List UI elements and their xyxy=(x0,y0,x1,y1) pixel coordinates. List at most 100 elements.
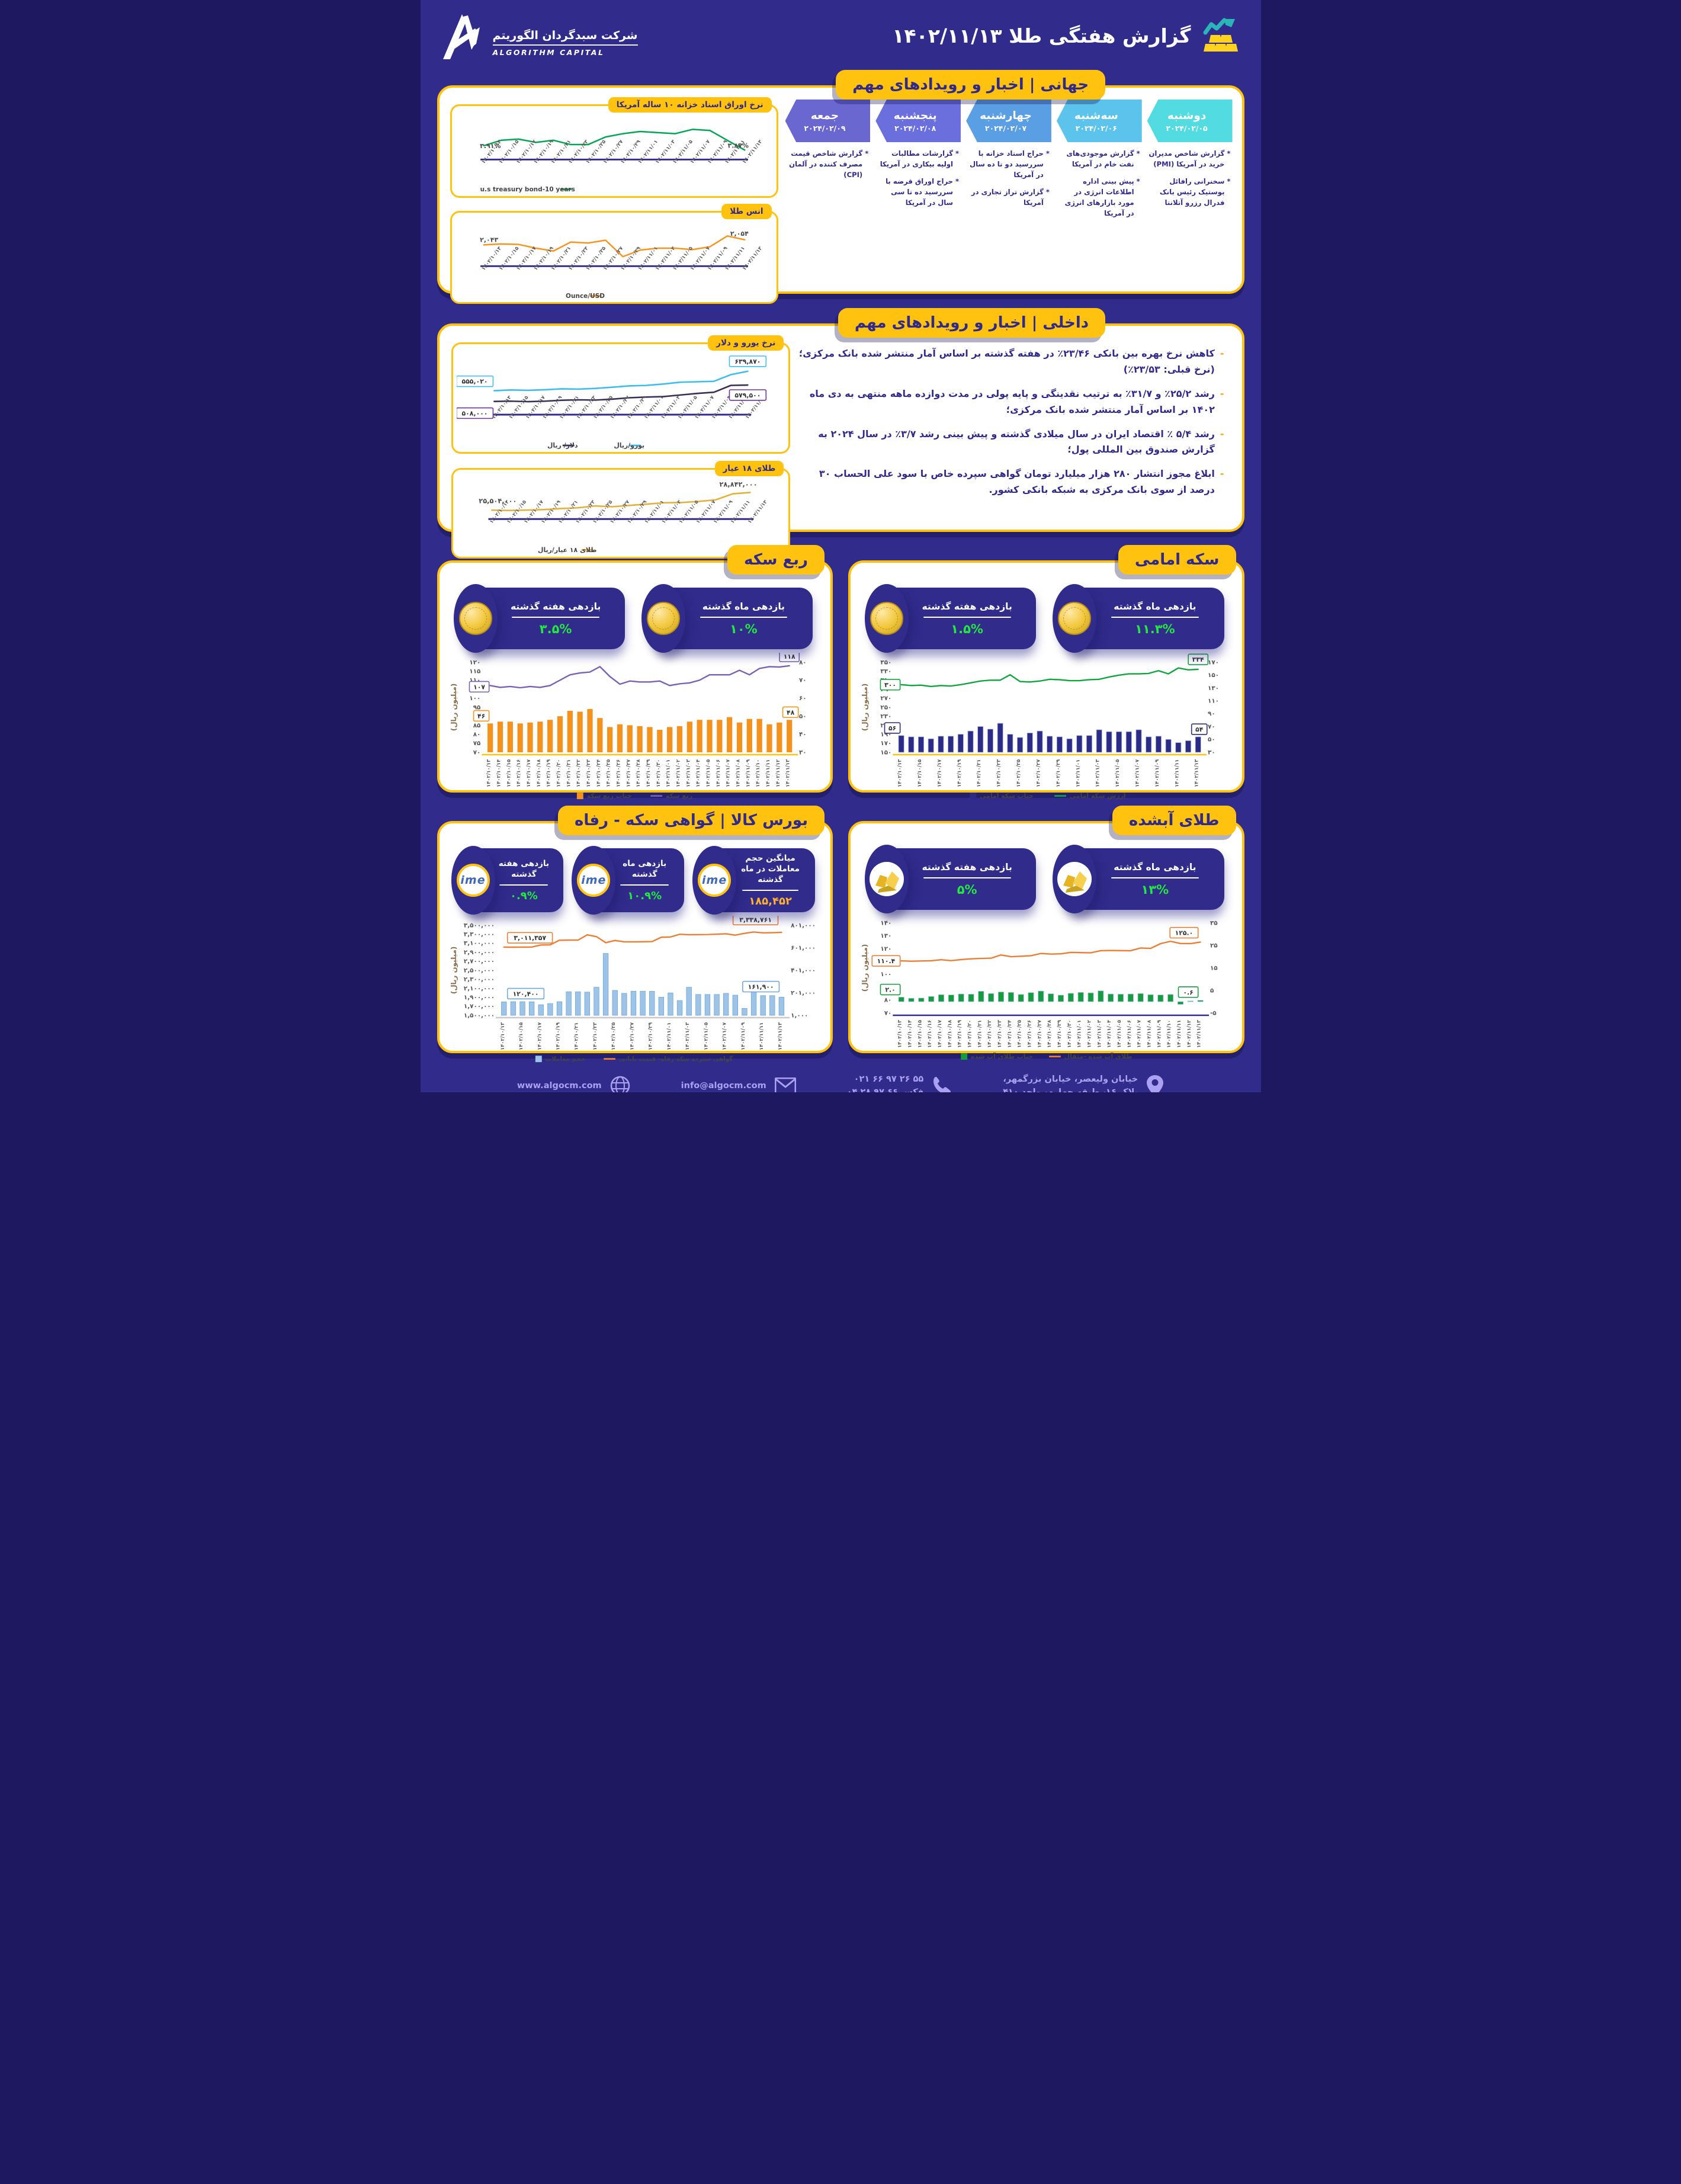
infographic-page: گزارش هفتگی طلا ۱۴۰۲/۱۱/۱۳ شرکت سبدگردان… xyxy=(420,0,1261,1092)
svg-text:(میلیون ریال): (میلیون ریال) xyxy=(449,684,458,731)
melted-gold-chart: ۱۴۰۱۳۰۱۲۰۱۱۰۱۰۰۹۰۸۰۷۰۳۵۲۵۱۵۵-۵۱۴۰۲/۱۰/۱۳… xyxy=(861,919,1218,1060)
svg-text:۵۰: ۵۰ xyxy=(1208,736,1215,743)
day-name: چهارشنبه xyxy=(980,109,1032,122)
footer-address: خیابان ولیعصر، خیابان بزرگمهر، پلاک ۱۶، … xyxy=(1003,1075,1164,1092)
quarter-coin-badges: بازدهی ماه گذشته ۱۰% بازدهی هفته گذشته ۳… xyxy=(453,584,813,653)
svg-text:۲,۰۴۳: ۲,۰۴۳ xyxy=(480,236,498,243)
badge-week-return: بازدهی هفته گذشته ۵% xyxy=(865,845,1037,913)
svg-text:۲,۱۰۰,۰۰۰: ۲,۱۰۰,۰۰۰ xyxy=(463,984,494,992)
svg-text:۳۵: ۳۵ xyxy=(1210,919,1218,926)
website-url[interactable]: www.algocm.com xyxy=(517,1081,602,1091)
footer-email[interactable]: info@algocm.com xyxy=(681,1077,796,1092)
svg-text:۱۴۰۲/۱۱/۰۷: ۱۴۰۲/۱۱/۰۷ xyxy=(724,759,730,787)
svg-text:۱۴۰۲/۱۰/۲۴: ۱۴۰۲/۱۰/۲۴ xyxy=(595,759,601,787)
svg-text:۱۴۰۲/۱۱/۰۵: ۱۴۰۲/۱۱/۰۵ xyxy=(1114,759,1120,787)
svg-text:۵۰: ۵۰ xyxy=(798,713,806,720)
section-title-emami-coin: سکه امامی xyxy=(1118,545,1236,575)
svg-text:گواهی سپرده سکه رفاه- قیمت پای: گواهی سپرده سکه رفاه- قیمت پایانی xyxy=(618,1055,733,1063)
svg-text:۳,۵۰۰,۰۰۰: ۳,۵۰۰,۰۰۰ xyxy=(463,922,494,929)
svg-text:۷۰: ۷۰ xyxy=(473,749,480,756)
bullet-dash: - xyxy=(1220,468,1224,480)
domestic-charts-column: نرخ یورو و دلار ۱۴۰۲/۱۰/۱۳ ۱۴۰۲/۱۰/۱۵ ۱۴۰۲… xyxy=(450,335,792,559)
svg-text:۳۰: ۳۰ xyxy=(1208,749,1215,756)
badge-week-return: ime بازدهی هفته گذشته ۰.۹% xyxy=(451,845,564,915)
brand-divider xyxy=(492,44,638,46)
svg-text:۱۴۰۲/۱۰/۲۳: ۱۴۰۲/۱۰/۲۳ xyxy=(585,759,591,787)
day-date: ۲۰۲۴/۰۲/۰۸ xyxy=(894,123,936,133)
svg-text:۲,۹۰۰,۰۰۰: ۲,۹۰۰,۰۰۰ xyxy=(463,949,494,956)
badge-value: ۱۸۵,۴۵۲ xyxy=(749,894,792,907)
gold-coin-icon xyxy=(1053,584,1097,653)
ounce-chart-box: انس طلا ۱۴۰۲/۱۰/۱۳ ۱۴۰۲/۱۰/۱۵ ۱۴۰۲/۱۰/۱۷ ۱۴… xyxy=(450,203,778,304)
svg-text:۱۴۰۲/۱۱/۰۹: ۱۴۰۲/۱۱/۰۹ xyxy=(1154,759,1160,787)
svg-text:۷۰: ۷۰ xyxy=(1208,723,1215,730)
svg-text:۶۰۱,۰۰۰: ۶۰۱,۰۰۰ xyxy=(791,944,816,951)
svg-text:۱۳۰: ۱۳۰ xyxy=(880,932,891,939)
emami-coin-badges: بازدهی ماه گذشته ۱۱.۳% بازدهی هفته گذشته… xyxy=(865,584,1224,653)
svg-text:۱۲۰: ۱۲۰ xyxy=(880,945,891,953)
day-column-tuesday: سه‌شنبه ۲۰۲۴/۰۲/۰۶ * گزارش موجودی‌های نفت… xyxy=(1056,100,1142,289)
bullet-dash: - xyxy=(1220,387,1224,399)
svg-text:۲.۰: ۲.۰ xyxy=(885,986,895,993)
gold-coin-icon xyxy=(641,584,685,653)
gold-nugget-icon xyxy=(865,845,909,913)
day-header-wednesday: چهارشنبه ۲۰۲۴/۰۲/۰۷ xyxy=(966,100,1051,142)
svg-text:۲,۷۰۰,۰۰۰: ۲,۷۰۰,۰۰۰ xyxy=(463,958,494,965)
day-date: ۲۰۲۴/۰۲/۰۹ xyxy=(804,123,846,133)
svg-text:حباب طلای آب شده: حباب طلای آب شده xyxy=(971,1052,1033,1060)
badge-value: ۱۳% xyxy=(1141,883,1169,897)
svg-text:۱۴۰۲/۱۰/۱۳: ۱۴۰۲/۱۰/۱۳ xyxy=(897,1019,903,1048)
svg-text:۱۴۰۲/۱۱/۱۳: ۱۴۰۲/۱۱/۱۳ xyxy=(784,759,790,787)
svg-text:۱۳۰: ۱۳۰ xyxy=(1208,685,1219,692)
day-name: دوشنبه xyxy=(1167,109,1207,122)
svg-text:u.s treasury bond-10 years: u.s treasury bond-10 years xyxy=(480,186,575,193)
svg-text:۱۴۰۲/۱۰/۲۰: ۱۴۰۲/۱۰/۲۰ xyxy=(966,1020,972,1048)
badge-value: ۱۰% xyxy=(730,622,758,637)
svg-text:۱۴۰۲/۱۰/۲۳: ۱۴۰۲/۱۰/۲۳ xyxy=(591,1022,597,1050)
badge-week-return: بازدهی هفته گذشته ۳.۵% xyxy=(453,584,625,653)
day-events: * حراج اسناد خزانه با سررسید دو تا ده سال… xyxy=(966,142,1051,215)
svg-text:۱۴۰۲/۱۱/۱۱: ۱۴۰۲/۱۱/۱۱ xyxy=(1173,759,1179,787)
svg-text:۱۴۰۲/۱۱/۰۲: ۱۴۰۲/۱۱/۰۲ xyxy=(1086,1019,1092,1048)
svg-text:ارزش سکه امامی: ارزش سکه امامی xyxy=(1070,792,1126,800)
gold-nugget-icon xyxy=(1053,845,1097,913)
svg-text:۲,۳۰۰,۰۰۰: ۲,۳۰۰,۰۰۰ xyxy=(463,976,494,983)
svg-text:۱۴۰۲/۱۱/۰۶: ۱۴۰۲/۱۱/۰۶ xyxy=(714,759,720,787)
svg-text:۲۵۰: ۲۵۰ xyxy=(880,704,891,711)
domestic-bullet-text: کاهش نرخ بهره بین بانکی ۲۳/۴۶٪ در هفته گ… xyxy=(798,348,1215,375)
svg-text:۱۴۰۲/۱۰/۱۴: ۱۴۰۲/۱۰/۱۴ xyxy=(906,1020,912,1048)
svg-text:۱۴۰۲/۱۰/۲۹: ۱۴۰۲/۱۰/۲۹ xyxy=(647,1022,653,1050)
svg-text:۱۴۰۲/۱۰/۱۸: ۱۴۰۲/۱۰/۱۸ xyxy=(947,1020,952,1048)
badge-month-return: بازدهی ماه گذشته ۱۰% xyxy=(641,584,813,653)
svg-text:۱۴۰۲/۱۰/۲۱: ۱۴۰۲/۱۰/۲۱ xyxy=(565,759,571,787)
svg-text:۱۴۰۲/۱۱/۰۱: ۱۴۰۲/۱۱/۰۱ xyxy=(665,759,671,787)
section-domestic-news: داخلی | اخبار و رویدادهای مهم - کاهش نرخ … xyxy=(437,308,1244,559)
svg-text:۱۴۰۲/۱۰/۳۰: ۱۴۰۲/۱۰/۳۰ xyxy=(1066,1020,1072,1048)
svg-text:۱۰۰: ۱۰۰ xyxy=(880,971,891,978)
svg-text:۱۷۰: ۱۷۰ xyxy=(1208,659,1219,666)
footer-phone: ۰۲۱ ۶۶ ۹۷ ۲۶ ۵۵ فکس ۶۶ ۹۷ ۲۸ ۰۴ xyxy=(847,1075,952,1092)
footer-website[interactable]: www.algocm.com xyxy=(517,1076,630,1092)
email-address[interactable]: info@algocm.com xyxy=(681,1081,766,1091)
svg-text:۷۵: ۷۵ xyxy=(473,740,480,747)
badge-divider xyxy=(742,889,798,891)
svg-text:۱۴۰۲/۱۰/۲۳: ۱۴۰۲/۱۰/۲۳ xyxy=(996,759,1002,787)
treasury-bond-chart: ۱۴۰۲/۱۰/۱۳۱۴۰۲/۱۰/۱۵۱۴۰۲/۱۰/۱۷۱۴۰۲/۱۰/۱۹… xyxy=(480,129,763,193)
svg-text:۱۴۰۲/۱۱/۰۵: ۱۴۰۲/۱۱/۰۵ xyxy=(1116,1020,1122,1048)
svg-text:۱,۰۰۰: ۱,۰۰۰ xyxy=(791,1012,808,1019)
svg-text:۱۴۰۲/۱۱/۰۹: ۱۴۰۲/۱۱/۰۹ xyxy=(745,759,750,787)
svg-text:طلای آب شده -مثقال: طلای آب شده -مثقال xyxy=(1064,1052,1133,1060)
svg-text:۱۴۰۲/۱۰/۲۵: ۱۴۰۲/۱۰/۲۵ xyxy=(605,759,611,787)
melted-gold-badges: بازدهی ماه گذشته ۱۳% بازدهی هفته گذشته ۵… xyxy=(865,845,1224,913)
emami-coin-chart: ۳۵۰۳۳۰۳۱۰۲۹۰۲۷۰۲۵۰۲۳۰۲۱۰۱۹۰۱۷۰۱۵۰۱۷۰۱۵۰۱… xyxy=(861,653,1219,800)
svg-text:۱۴۰۲/۱۰/۱۳: ۱۴۰۲/۱۰/۱۳ xyxy=(897,759,903,787)
svg-text:۱۴۰۲/۱۰/۲۷: ۱۴۰۲/۱۰/۲۷ xyxy=(1035,759,1041,787)
envelope-icon xyxy=(774,1077,796,1092)
day-date: ۲۰۲۴/۰۲/۰۷ xyxy=(984,123,1027,133)
svg-text:۱۷۰: ۱۷۰ xyxy=(880,740,891,747)
badge-label: بازدهی ماه گذشته xyxy=(702,601,785,612)
gold-bars-icon xyxy=(1203,18,1238,52)
day-column-wednesday: چهارشنبه ۲۰۲۴/۰۲/۰۷ * حراج اسناد خزانه با… xyxy=(966,100,1051,289)
ime-logo-icon: ime xyxy=(451,845,495,915)
badge-value: ۵% xyxy=(957,883,977,897)
